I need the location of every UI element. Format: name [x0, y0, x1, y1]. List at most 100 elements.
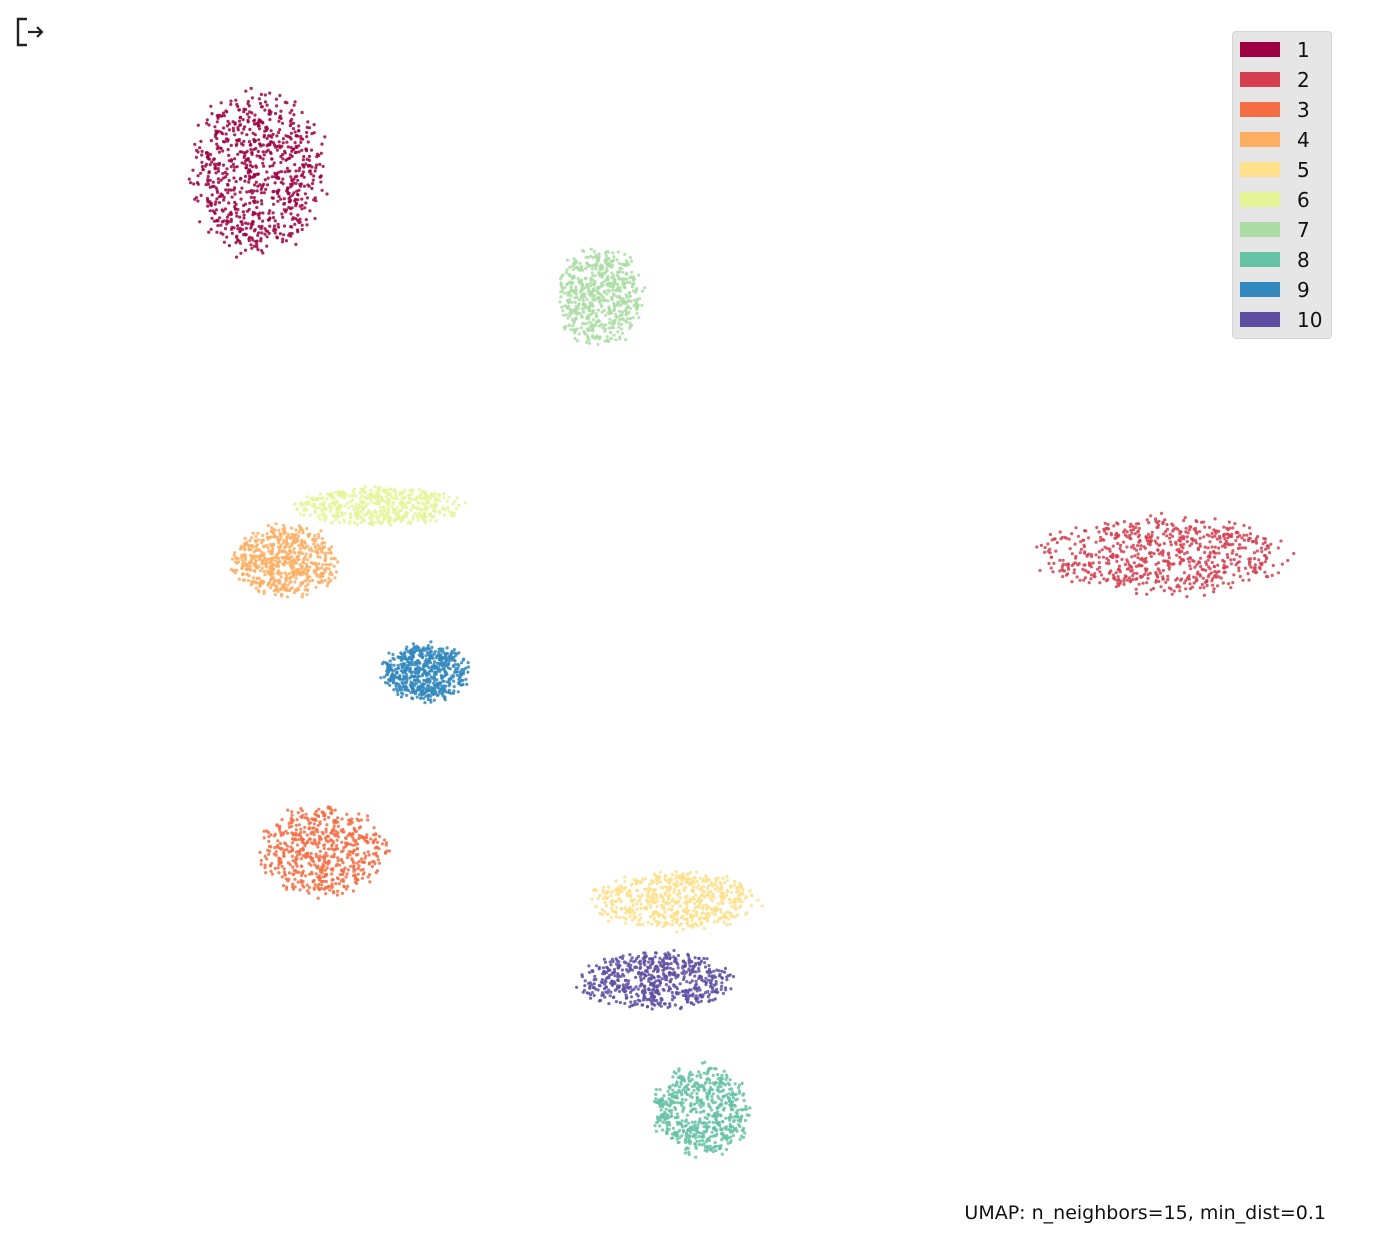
scatter-point: [594, 905, 598, 909]
scatter-point: [598, 264, 602, 269]
scatter-point: [321, 563, 325, 567]
scatter-point: [711, 1092, 716, 1096]
scatter-point: [207, 123, 211, 127]
scatter-point: [336, 847, 340, 851]
scatter-point: [722, 920, 726, 924]
scatter-point: [262, 552, 266, 556]
scatter-point: [314, 852, 318, 856]
scatter-point: [720, 1098, 724, 1102]
scatter-point: [1164, 580, 1168, 585]
scatter-point: [663, 873, 668, 878]
scatter-point: [597, 300, 601, 304]
scatter-point: [606, 919, 611, 923]
scatter-point: [236, 104, 240, 109]
scatter-point: [604, 890, 609, 894]
scatter-point: [1156, 525, 1160, 529]
scatter-point: [285, 885, 289, 889]
scatter-point: [320, 536, 324, 541]
scatter-point: [591, 318, 596, 322]
scatter-point: [360, 487, 364, 491]
scatter-point: [245, 149, 249, 153]
scatter-point: [740, 1081, 744, 1085]
scatter-point: [383, 851, 388, 855]
scatter-point: [322, 846, 326, 851]
scatter-point: [373, 494, 377, 498]
scatter-point: [278, 93, 282, 98]
scatter-point: [305, 889, 310, 893]
scatter-point: [274, 228, 278, 232]
scatter-point: [346, 868, 350, 872]
scatter-point: [1188, 556, 1193, 560]
scatter-point: [300, 543, 304, 547]
scatter-point: [560, 289, 565, 293]
scatter-point: [1136, 552, 1140, 556]
scatter-point: [1163, 559, 1167, 563]
scatter-point: [336, 560, 340, 564]
scatter-point: [290, 108, 294, 112]
scatter-point: [704, 1140, 709, 1144]
scatter-point: [1093, 572, 1097, 576]
scatter-point: [341, 861, 345, 865]
scatter-point: [697, 905, 701, 910]
scatter-point: [1051, 570, 1055, 574]
scatter-point: [276, 538, 280, 542]
scatter-point: [1072, 571, 1076, 575]
scatter-point: [725, 923, 729, 927]
scatter-point: [1184, 526, 1188, 530]
scatter-point: [242, 127, 246, 131]
scatter-point: [226, 183, 230, 187]
scatter-point: [1212, 565, 1217, 569]
scatter-point: [679, 1076, 683, 1080]
scatter-point: [612, 333, 616, 337]
scatter-point: [1159, 585, 1163, 589]
scatter-point: [330, 811, 334, 816]
scatter-point: [690, 1091, 694, 1095]
scatter-point: [296, 193, 300, 197]
scatter-point: [235, 214, 239, 218]
scatter-point: [250, 236, 254, 240]
scatter-point: [433, 510, 438, 514]
scatter-point: [624, 313, 628, 317]
scatter-point: [357, 511, 361, 516]
scatter-point: [1248, 526, 1252, 530]
scatter-point: [321, 810, 325, 814]
scatter-point: [714, 1144, 718, 1148]
scatter-point: [611, 251, 615, 255]
scatter-point: [588, 320, 592, 324]
scatter-point: [336, 493, 341, 497]
scatter-point: [445, 499, 449, 503]
scatter-point: [1114, 536, 1118, 540]
scatter-point: [681, 927, 685, 932]
scatter-point: [268, 164, 272, 168]
scatter-point: [664, 1130, 669, 1134]
scatter-point: [387, 518, 391, 523]
scatter-point: [303, 825, 307, 830]
scatter-point: [567, 323, 571, 327]
scatter-point: [244, 107, 248, 112]
scatter-point: [613, 321, 617, 325]
scatter-point: [653, 888, 658, 892]
scatter-point: [264, 871, 268, 875]
scatter-point: [672, 890, 676, 895]
scatter-point: [1177, 538, 1181, 543]
scatter-point: [623, 905, 627, 909]
output-redirect-icon[interactable]: [14, 16, 48, 48]
scatter-point: [677, 875, 681, 879]
scatter-point: [590, 322, 594, 326]
scatter-point: [306, 582, 310, 587]
scatter-point: [1175, 548, 1179, 552]
scatter-point: [583, 332, 587, 336]
scatter-point: [566, 258, 570, 262]
scatter-point: [603, 910, 607, 914]
scatter-point: [1146, 532, 1151, 537]
scatter-point: [602, 308, 606, 312]
scatter-point: [1161, 549, 1165, 553]
scatter-point: [659, 870, 663, 874]
scatter-point: [601, 283, 605, 287]
scatter-point: [294, 532, 298, 537]
scatter-point: [697, 883, 701, 887]
scatter-point: [669, 914, 673, 918]
scatter-point: [285, 554, 289, 558]
scatter-point: [664, 1100, 669, 1104]
scatter-point: [259, 191, 264, 195]
